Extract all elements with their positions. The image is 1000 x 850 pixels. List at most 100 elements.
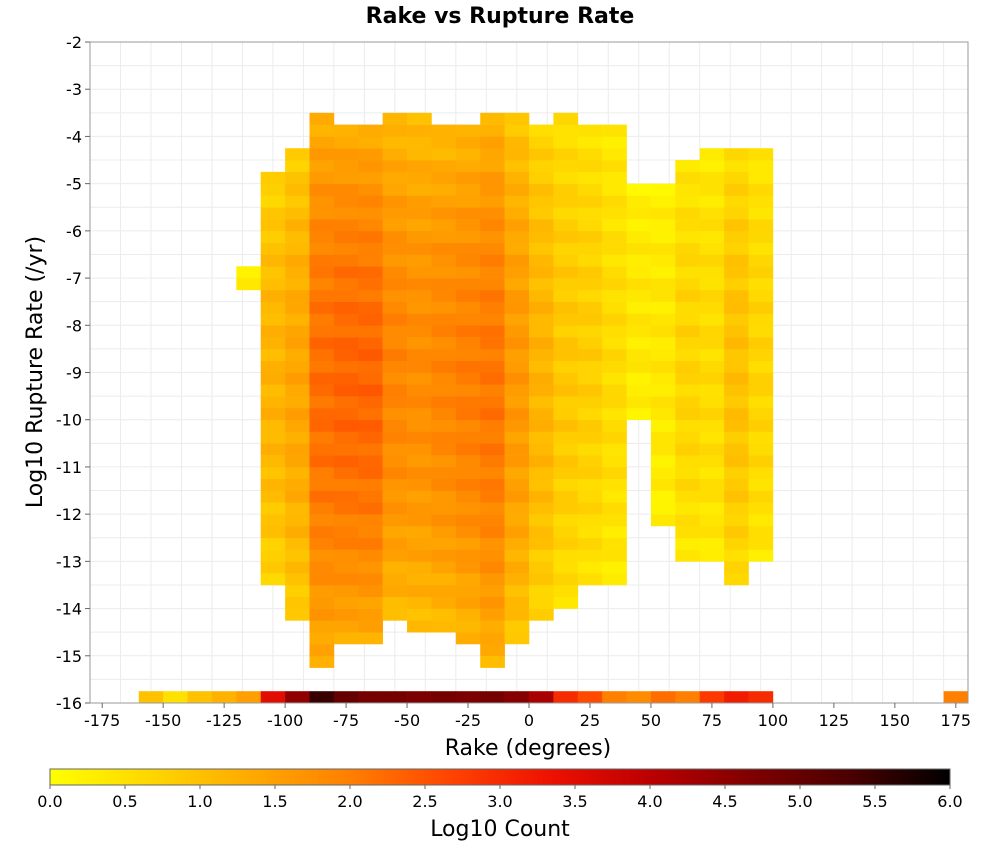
heatmap-cell: [724, 219, 749, 232]
heatmap-cell: [602, 278, 627, 291]
heatmap-cell: [407, 490, 432, 503]
heatmap-cell: [529, 171, 554, 184]
x-tick-label: -75: [333, 711, 359, 730]
heatmap-cell: [358, 466, 383, 480]
colorbar-tick-label: 2.0: [337, 792, 362, 811]
heatmap-cell: [285, 407, 310, 421]
heatmap-cell: [480, 478, 505, 491]
heatmap-cell: [724, 372, 749, 385]
heatmap-cell: [285, 608, 310, 621]
heatmap-cell: [675, 337, 701, 350]
heatmap-cell: [675, 431, 701, 444]
heatmap-cell: [602, 407, 627, 421]
heatmap-cell: [285, 337, 310, 350]
x-tick-label: 50: [641, 711, 661, 730]
heatmap-cell: [260, 219, 286, 232]
heatmap-cell: [650, 514, 676, 527]
heatmap-cell: [407, 514, 432, 527]
heatmap-cell: [260, 301, 286, 314]
heatmap-cell: [650, 490, 676, 503]
heatmap-cell: [748, 407, 774, 421]
heatmap-cell: [455, 407, 481, 421]
heatmap-cell: [455, 443, 481, 456]
heatmap-cell: [553, 289, 579, 302]
heatmap-cell: [724, 384, 749, 397]
heatmap-cell: [358, 195, 383, 208]
heatmap-cell-bottom: [138, 691, 164, 703]
heatmap-cell: [260, 490, 286, 503]
heatmap-cell: [748, 337, 774, 350]
heatmap-cell: [748, 219, 774, 232]
heatmap-cell: [724, 573, 749, 586]
heatmap-cell: [455, 455, 481, 468]
heatmap-cell: [480, 219, 505, 232]
heatmap-cell: [309, 112, 335, 125]
heatmap-cell: [455, 549, 481, 562]
heatmap-cell: [382, 419, 408, 432]
heatmap-cell: [748, 502, 774, 515]
heatmap-cell: [602, 325, 627, 338]
heatmap-cell: [724, 301, 749, 314]
y-axis-label: Log10 Rupture Rate (/yr): [23, 236, 48, 508]
heatmap-cell: [748, 384, 774, 397]
heatmap-cell: [577, 313, 603, 326]
heatmap-cell: [480, 301, 505, 314]
colorbar-tick-label: 5.0: [787, 792, 812, 811]
heatmap-cell-bottom: [675, 691, 701, 703]
heatmap-cell: [455, 490, 481, 503]
heatmap-cell: [480, 254, 505, 267]
heatmap-cell: [675, 313, 701, 326]
heatmap-cell: [553, 337, 579, 350]
heatmap-cell: [358, 573, 383, 586]
x-tick-label: 0: [524, 711, 534, 730]
heatmap-cell: [382, 431, 408, 444]
heatmap-cell: [480, 372, 505, 385]
heatmap-cell: [748, 266, 774, 279]
heatmap-cell: [504, 443, 530, 456]
heatmap-cell: [358, 360, 383, 373]
heatmap-cell: [529, 372, 554, 385]
heatmap-cell: [675, 490, 701, 503]
heatmap-cell: [455, 620, 481, 633]
heatmap-cell: [675, 207, 701, 220]
heatmap-cell: [675, 443, 701, 456]
heatmap-cell: [724, 549, 749, 562]
heatmap-cell: [504, 537, 530, 550]
heatmap-cell: [431, 466, 457, 480]
heatmap-cell: [407, 207, 432, 220]
y-tick-label: -9: [66, 364, 82, 383]
heatmap-cell: [675, 266, 701, 279]
y-tick-label: -10: [56, 411, 82, 430]
heatmap-cell: [285, 254, 310, 267]
heatmap-cell: [724, 502, 749, 515]
heatmap-cell: [455, 537, 481, 550]
heatmap-cell: [309, 525, 335, 539]
heatmap-cell: [407, 219, 432, 232]
heatmap-cell: [699, 549, 725, 562]
heatmap-cell: [480, 419, 505, 432]
heatmap-cell: [577, 136, 603, 149]
heatmap-cell: [333, 266, 359, 279]
heatmap-cell: [553, 301, 579, 314]
heatmap-cell: [748, 313, 774, 326]
heatmap-cell: [724, 230, 749, 243]
heatmap-cell: [431, 537, 457, 550]
heatmap-cell: [626, 325, 652, 338]
x-axis-label: Rake (degrees): [445, 736, 612, 761]
heatmap-cell: [602, 525, 627, 539]
heatmap-cell: [309, 455, 335, 468]
heatmap-cell: [480, 136, 505, 149]
heatmap-cell: [309, 219, 335, 232]
heatmap-cell: [699, 266, 725, 279]
heatmap-cell: [382, 124, 408, 137]
heatmap-cell: [285, 195, 310, 208]
heatmap-cell: [382, 384, 408, 397]
colorbar-tick-label: 2.5: [412, 792, 437, 811]
y-tick-label: -11: [56, 458, 82, 477]
heatmap-cell: [504, 360, 530, 373]
heatmap-cell: [407, 466, 432, 480]
heatmap-cell: [407, 195, 432, 208]
heatmap-cell: [529, 124, 554, 137]
heatmap-cell: [675, 537, 701, 550]
heatmap-cell: [285, 549, 310, 562]
